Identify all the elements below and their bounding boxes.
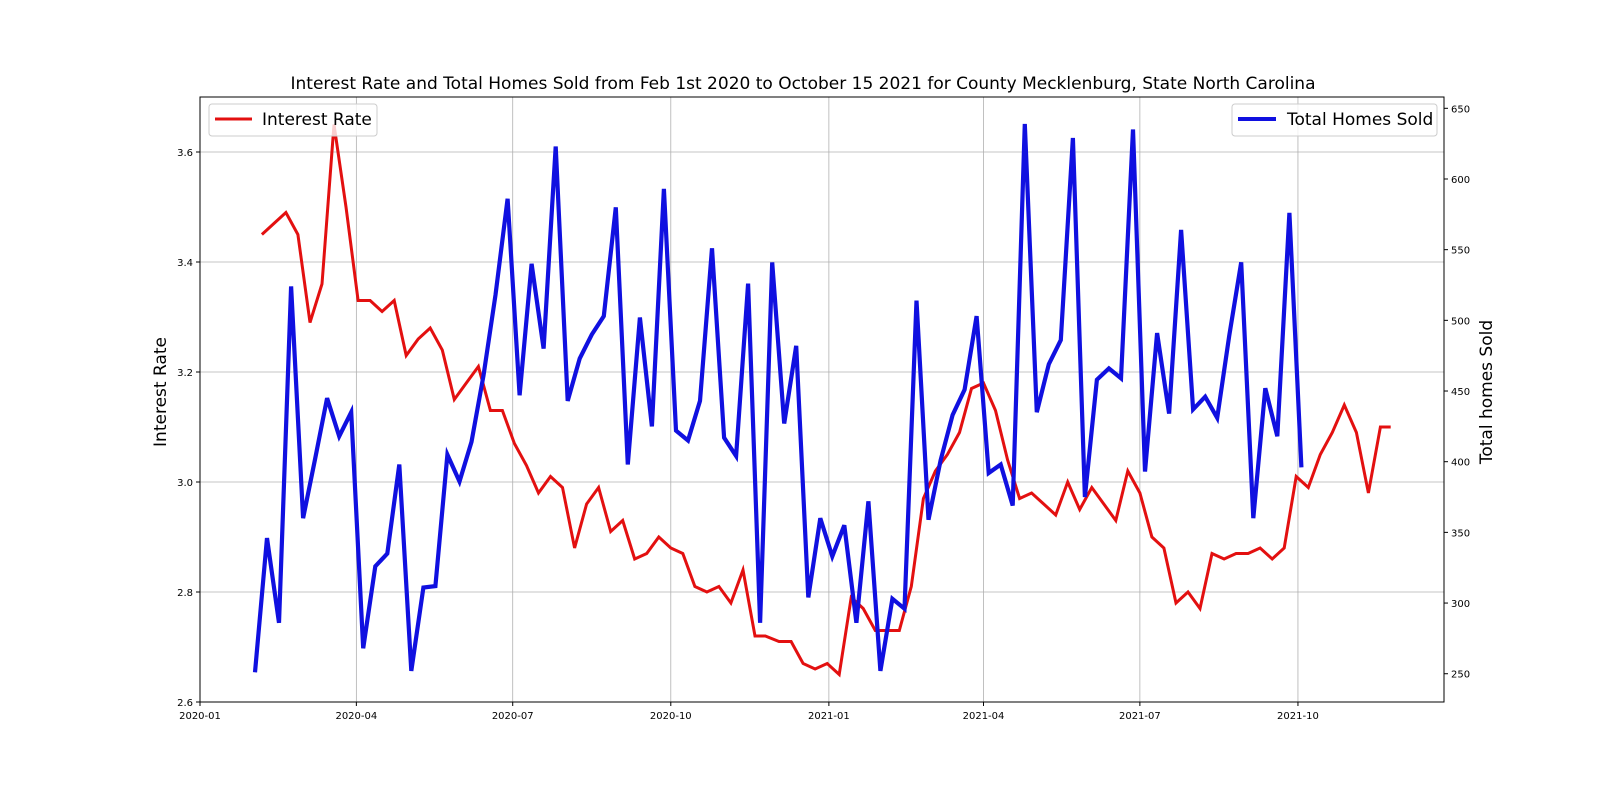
series-line <box>252 123 1304 673</box>
x-tick-label: 2020-07 <box>492 711 534 722</box>
y2-tick-label: 350 <box>1451 528 1470 539</box>
y-axis-right: 250 300 350 400 450 500 550 600 650 <box>1444 104 1470 681</box>
x-tick-label: 2021-04 <box>963 711 1005 722</box>
y2-tick-label: 600 <box>1451 175 1470 186</box>
y-tick-label: 3.6 <box>177 148 193 159</box>
y-axis-right-label: Total homes Sold <box>1477 320 1497 465</box>
legend-right: Total Homes Sold <box>1231 103 1438 137</box>
x-tick-label: 2020-04 <box>335 711 377 722</box>
x-tick-label: 2021-10 <box>1277 711 1319 722</box>
y-tick-label: 2.6 <box>177 698 193 709</box>
x-tick-label: 2021-07 <box>1119 711 1161 722</box>
series-total-homes-sold <box>252 123 1304 673</box>
y2-tick-label: 250 <box>1451 670 1470 681</box>
y2-tick-label: 450 <box>1451 387 1470 398</box>
chart-title: Interest Rate and Total Homes Sold from … <box>290 74 1315 94</box>
series-interest-rate <box>260 124 1391 678</box>
y-tick-label: 3.2 <box>177 368 193 379</box>
x-tick-label: 2020-10 <box>650 711 692 722</box>
legend-label-total-homes-sold: Total Homes Sold <box>1286 110 1433 130</box>
legend-right-box <box>1231 103 1438 137</box>
y-axis-left-label: Interest Rate <box>151 337 171 447</box>
y2-tick-label: 550 <box>1451 246 1470 257</box>
y-tick-label: 3.4 <box>177 258 193 269</box>
y-tick-label: 3.0 <box>177 478 193 489</box>
grid <box>200 97 1444 702</box>
plot-frame <box>199 96 1445 703</box>
y2-tick-label: 500 <box>1451 316 1470 327</box>
legend-left: Interest Rate <box>208 103 378 137</box>
x-tick-label: 2020-01 <box>179 711 221 722</box>
x-tick-label: 2021-01 <box>808 711 850 722</box>
y2-tick-label: 400 <box>1451 458 1470 469</box>
legend-label-interest-rate: Interest Rate <box>262 110 372 130</box>
y2-tick-label: 650 <box>1451 104 1470 115</box>
legend-left-box <box>208 103 378 137</box>
y2-tick-label: 300 <box>1451 599 1470 610</box>
y-tick-label: 2.8 <box>177 588 193 599</box>
y-axis-left: 2.6 2.8 3.0 3.2 3.4 3.6 <box>177 148 200 709</box>
series-layer <box>252 123 1391 678</box>
x-axis: 2020-01 2020-04 2020-07 2020-10 2021-01 2021-… <box>179 702 1319 722</box>
